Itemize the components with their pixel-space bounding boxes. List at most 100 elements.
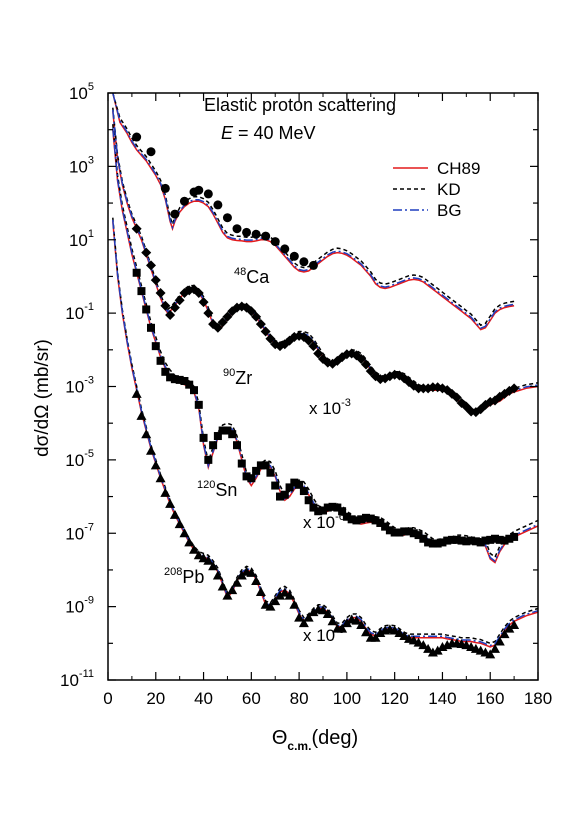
data-point-zr <box>198 297 209 308</box>
y-tick-label: 10-1 <box>65 301 94 323</box>
data-point-ca <box>160 183 170 193</box>
curve-bg-sn <box>112 128 539 563</box>
curve-ch89-pb <box>112 221 539 648</box>
x-tick-label: 20 <box>146 689 165 708</box>
data-point-sn <box>481 536 490 545</box>
data-point-pb <box>418 640 429 650</box>
data-point-pb <box>222 590 233 600</box>
data-point-sn <box>218 426 227 435</box>
data-point-sn <box>185 380 194 389</box>
data-point-ca <box>213 200 223 210</box>
data-point-pb <box>308 607 319 617</box>
data-point-pb <box>184 537 195 547</box>
x-tick-label: 180 <box>524 689 552 708</box>
data-point-zr <box>155 287 166 298</box>
data-point-pb <box>485 649 496 659</box>
data-point-sn <box>471 537 480 546</box>
data-point-pb <box>499 629 510 639</box>
data-point-ca <box>308 260 318 270</box>
data-point-zr <box>212 322 223 333</box>
data-point-sn <box>476 538 485 547</box>
data-point-pb <box>136 410 147 420</box>
data-point-sn <box>151 342 160 351</box>
data-point-sn <box>371 516 380 525</box>
x-axis: 0 20 40 60 80 100 120 140 160 180 <box>103 93 552 708</box>
data-point-pb <box>289 599 300 609</box>
data-point-pb <box>203 555 214 565</box>
data-point-pb <box>337 623 348 633</box>
y-axis: 105 103 101 10-1 10-3 10-5 10-7 10-9 10-11 <box>60 81 538 690</box>
data-point-sn <box>194 400 203 409</box>
data-point-ca <box>242 227 252 237</box>
data-point-zr <box>203 308 214 319</box>
data-point-pb <box>490 643 500 653</box>
chart-title-line2: E = 40 MeV <box>221 123 316 143</box>
curve-bg-zr <box>112 109 539 414</box>
data-point-ca <box>289 251 299 261</box>
data-point-sn <box>381 522 390 531</box>
data-point-zr <box>141 247 152 258</box>
data-point-sn <box>438 538 447 547</box>
data-point-sn <box>500 536 509 545</box>
data-point-sn <box>199 433 208 442</box>
data-point-sn <box>347 515 356 524</box>
data-point-zr <box>146 260 156 271</box>
data-point-sn <box>328 502 337 511</box>
data-point-pb <box>270 596 281 606</box>
data-point-pb <box>361 627 371 637</box>
data-point-sn <box>137 287 146 296</box>
data-point-sn <box>295 480 304 489</box>
data-point-sn <box>223 426 232 435</box>
legend-label-bg: BG <box>437 201 462 220</box>
data-point-sn <box>256 461 265 470</box>
y-tick-label: 10-9 <box>65 595 94 617</box>
x-tick-label: 160 <box>476 689 504 708</box>
data-point-pb <box>169 509 180 519</box>
data-points <box>131 132 520 659</box>
data-point-sn <box>166 373 175 382</box>
data-point-pb <box>279 587 290 597</box>
y-tick-label: 10-7 <box>65 521 94 543</box>
data-point-sn <box>319 506 327 515</box>
data-point-sn <box>409 529 418 538</box>
data-point-pb <box>165 498 176 508</box>
x-tick-label: 100 <box>333 689 361 708</box>
data-point-ca <box>132 132 142 142</box>
data-point-pb <box>236 570 247 580</box>
curve-bg-pb <box>112 219 539 647</box>
data-point-ca <box>194 185 204 195</box>
data-point-sn <box>414 531 423 540</box>
data-point-pb <box>193 550 204 560</box>
data-point-pb <box>432 645 443 655</box>
data-point-sn <box>285 483 294 492</box>
data-point-sn <box>376 518 385 527</box>
data-point-sn <box>213 432 222 441</box>
data-point-zr <box>255 319 266 330</box>
y-tick-label: 10-3 <box>65 375 94 397</box>
data-point-pb <box>179 528 190 538</box>
chart-title-line1: Elastic proton scattering <box>204 95 396 115</box>
data-point-pb <box>208 561 219 571</box>
data-point-pb <box>265 601 276 611</box>
curve-bg-ca <box>112 92 515 330</box>
data-point-pb <box>294 612 305 622</box>
data-point-sn <box>323 503 332 512</box>
data-point-zr <box>246 306 257 317</box>
data-point-pb <box>351 615 362 625</box>
data-point-zr <box>131 223 142 234</box>
data-point-pb <box>370 632 381 642</box>
data-point-sn <box>400 527 409 536</box>
data-point-sn <box>161 367 170 376</box>
scale-factor-pb: x 10-9 <box>303 624 345 645</box>
data-point-pb <box>504 623 515 633</box>
data-point-sn <box>209 441 218 450</box>
data-point-zr <box>217 317 228 328</box>
data-point-zr <box>193 287 204 298</box>
data-point-sn <box>299 487 308 496</box>
data-point-ca <box>203 189 213 199</box>
x-tick-label: 80 <box>290 689 309 708</box>
data-point-pb <box>174 519 185 529</box>
data-point-pb <box>284 590 295 600</box>
nucleus-label-sn: 120Sn <box>197 479 237 500</box>
data-point-pb <box>298 618 309 628</box>
